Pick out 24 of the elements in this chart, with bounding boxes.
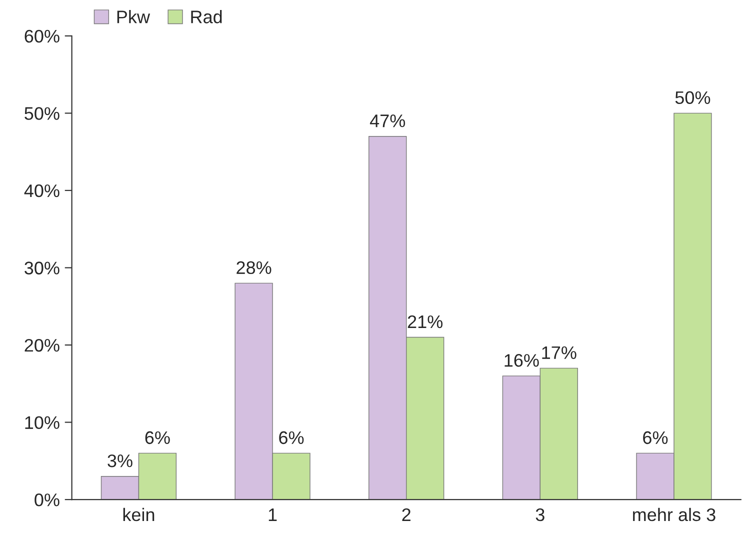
y-tick-label: 30% xyxy=(24,262,60,274)
x-tick-label: 3 xyxy=(536,508,544,522)
y-tick-label: 60% xyxy=(24,30,60,43)
data-label: 6% xyxy=(145,431,170,444)
data-label: 16% xyxy=(504,354,539,367)
y-tick-label: 50% xyxy=(24,107,60,120)
legend-label: Pkw xyxy=(117,10,150,24)
data-label: 47% xyxy=(370,114,406,128)
y-tick-label: 40% xyxy=(24,184,60,198)
x-tick-label: mehr als 3 xyxy=(633,508,716,522)
data-label: 50% xyxy=(675,91,710,104)
data-label: 3% xyxy=(108,454,132,468)
x-tick-label: 2 xyxy=(402,508,410,521)
data-label: 28% xyxy=(236,261,272,274)
data-label: 6% xyxy=(279,431,304,444)
y-tick-label: 20% xyxy=(24,338,60,352)
data-label: 21% xyxy=(408,315,443,328)
data-label: 6% xyxy=(643,431,668,444)
y-tick-label: 10% xyxy=(25,416,60,429)
x-tick-label: 1 xyxy=(268,508,277,521)
y-tick-label: 0% xyxy=(34,493,60,506)
legend-label: Rad xyxy=(191,10,222,24)
data-label: 17% xyxy=(542,346,576,359)
x-tick-label: kein xyxy=(123,508,154,522)
